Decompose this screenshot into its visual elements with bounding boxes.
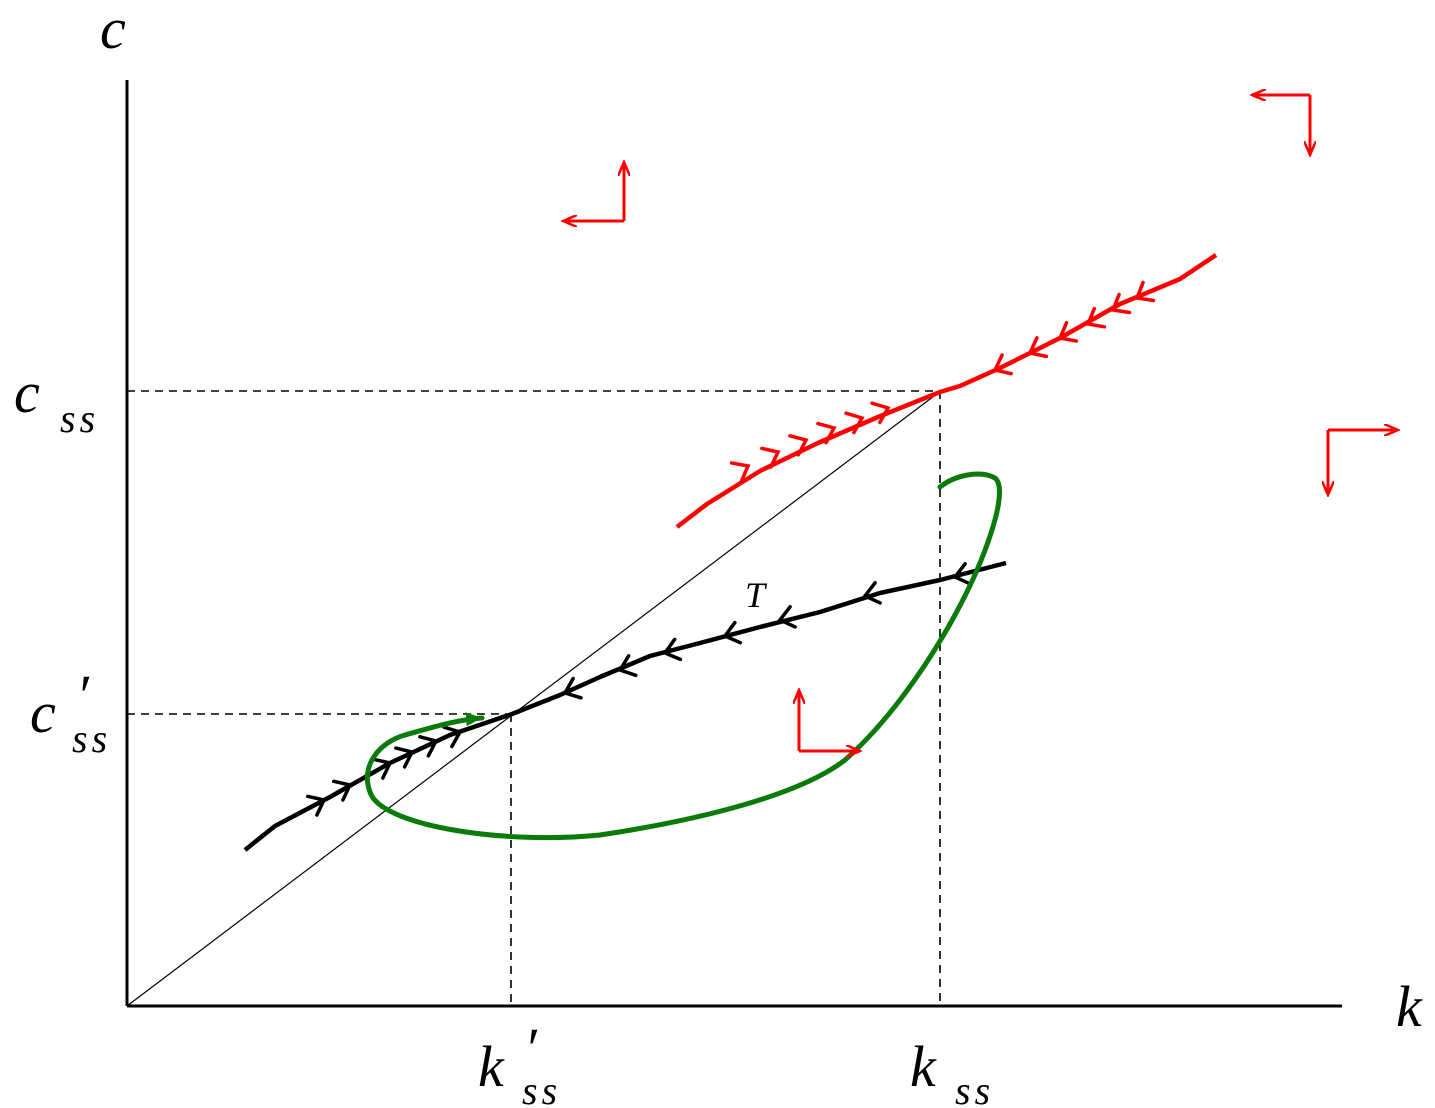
new-saddle-path-label: T — [745, 575, 768, 615]
arrow-pair-icon-lower-right — [1328, 430, 1398, 495]
chevron-icon — [992, 353, 1013, 376]
chevron-icon — [816, 421, 837, 445]
direction-arrows — [563, 95, 1398, 751]
chevron-icon — [1134, 280, 1156, 303]
arrow-pair-icon-lower-left — [799, 690, 860, 751]
chevron-icon — [760, 446, 781, 469]
arrow-pair-icon-upper-left — [563, 162, 624, 221]
chevron-icon — [844, 411, 865, 435]
tick-k-ss: k ss — [910, 1034, 994, 1108]
chevron-icon — [372, 757, 393, 780]
chevron-icon — [862, 581, 882, 605]
arrow-pair-icon-upper-right — [1252, 95, 1310, 155]
chevron-icon — [1085, 306, 1107, 329]
chevron-icon — [870, 401, 891, 425]
chevron-icon — [306, 794, 327, 817]
x-axis-label: k — [1396, 974, 1423, 1039]
svg-text:ss: ss — [72, 716, 111, 761]
svg-text:c: c — [14, 360, 40, 425]
tick-c-ss-prime: c ′ ss — [30, 663, 111, 761]
svg-text:ss: ss — [522, 1068, 561, 1108]
chevron-icon — [394, 746, 415, 769]
svg-text:ss: ss — [60, 396, 99, 441]
chevron-icon — [1110, 292, 1132, 315]
steady-state-guides — [127, 390, 942, 1006]
chevron-icon — [332, 779, 353, 802]
chevron-icon — [777, 605, 797, 629]
chevron-icon — [418, 735, 439, 758]
tick-c-ss: c ss — [14, 360, 99, 441]
chevron-icon — [729, 461, 751, 484]
reference-line — [126, 389, 943, 1007]
chevron-icon — [952, 562, 972, 586]
old-saddle-path-chevrons — [729, 280, 1156, 484]
adjustment-path — [364, 471, 1002, 841]
chevron-icon — [722, 620, 742, 645]
svg-text:k: k — [910, 1034, 937, 1099]
chevron-icon — [562, 676, 583, 700]
svg-text:ss: ss — [955, 1068, 994, 1108]
old-saddle-path — [675, 253, 1218, 529]
svg-text:′: ′ — [76, 663, 90, 728]
chevron-icon — [1027, 336, 1049, 359]
chevron-icon — [442, 725, 463, 749]
svg-text:c: c — [30, 680, 56, 745]
tick-k-ss-prime: k ′ ss — [478, 1016, 561, 1108]
chevron-icon — [788, 434, 809, 457]
svg-text:k: k — [478, 1034, 505, 1099]
chevron-icon — [662, 637, 683, 662]
chevron-icon — [1057, 320, 1079, 343]
y-axis-label: c — [100, 0, 126, 61]
svg-text:′: ′ — [524, 1016, 538, 1081]
chevron-icon — [617, 654, 638, 678]
new-saddle-path-chevrons — [306, 562, 972, 817]
